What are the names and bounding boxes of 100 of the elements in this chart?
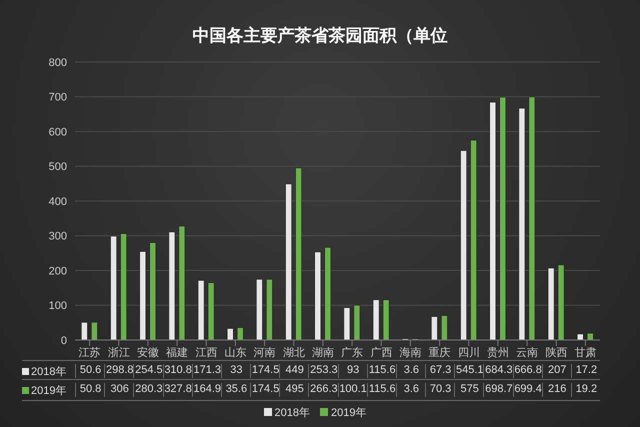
data-label: 575 <box>454 383 484 397</box>
bar <box>150 242 156 340</box>
x-tick-label: 甘肃 <box>574 346 596 359</box>
bar <box>91 322 98 340</box>
data-label: 93 <box>338 364 368 378</box>
data-label: 3.6 <box>396 383 426 397</box>
bar <box>208 282 214 340</box>
y-tick-label: 800 <box>48 56 67 69</box>
text: 2019年 <box>331 407 366 419</box>
x-tick-label: 福建 <box>166 346 188 359</box>
bar <box>198 280 204 340</box>
x-tick-label: 安徽 <box>136 346 159 359</box>
data-label: 699.4 <box>512 383 543 397</box>
bar <box>577 334 584 340</box>
data-label: 174.5 <box>250 364 280 378</box>
data-label: 666.8 <box>512 364 543 378</box>
data-label: 33 <box>220 364 251 378</box>
data-label: 164.9 <box>192 383 222 397</box>
x-tick-label: 江西 <box>195 346 218 359</box>
bar <box>140 251 146 340</box>
data-label: 19.2 <box>570 383 601 397</box>
data-label: 115.6 <box>366 364 397 378</box>
y-tick-label: 100 <box>48 300 67 312</box>
data-label: 35.6 <box>220 383 251 397</box>
y-tick-label: 600 <box>48 126 67 138</box>
y-tick-label: 400 <box>48 196 67 208</box>
bar <box>548 268 554 340</box>
legend-label: 2019年 <box>30 384 68 398</box>
bar <box>344 307 350 340</box>
data-label: 50.6 <box>75 364 106 378</box>
x-tick-label: 贵州 <box>486 346 509 359</box>
data-label: 67.3 <box>425 364 456 378</box>
data-label: 3.6 <box>396 364 426 378</box>
bar <box>372 300 380 340</box>
bar <box>256 279 263 340</box>
data-label: 449 <box>279 364 310 378</box>
x-tick-label: 云南 <box>516 346 538 359</box>
bar <box>431 316 438 340</box>
x-tick-label: 四川 <box>458 346 480 359</box>
bar <box>518 108 526 340</box>
bar <box>110 236 117 340</box>
chart-title: 中国各主要产茶省茶园面积（单位 <box>192 25 448 47</box>
bar <box>237 327 244 340</box>
bar <box>314 252 321 340</box>
bar <box>295 168 302 340</box>
bar <box>178 226 186 340</box>
x-tick-label: 海南 <box>399 346 422 359</box>
data-label: 545.1 <box>454 364 484 378</box>
x-tick-label: 湖北 <box>282 346 305 359</box>
bar <box>168 232 176 340</box>
data-label: 306 <box>104 383 134 397</box>
bar <box>558 264 564 340</box>
bar <box>227 328 234 340</box>
y-tick-label: 200 <box>48 265 67 278</box>
data-label: 698.7 <box>483 383 514 397</box>
data-label: 266.3 <box>308 383 338 397</box>
data-label: 310.8 <box>162 364 193 378</box>
bar <box>490 102 496 340</box>
x-tick-label: 河南 <box>254 346 276 359</box>
data-label: 70.3 <box>425 383 456 397</box>
data-label: 115.6 <box>366 383 397 397</box>
data-label: 17.2 <box>570 364 601 378</box>
bar <box>120 233 127 340</box>
data-label: 327.8 <box>162 383 193 397</box>
bar <box>441 315 448 340</box>
y-tick-label: 500 <box>48 161 67 174</box>
bar <box>81 322 88 340</box>
bar <box>470 140 477 340</box>
data-label: 495 <box>279 383 310 397</box>
data-label: 174.5 <box>250 383 280 397</box>
x-tick-label: 广东 <box>341 346 364 359</box>
bar <box>266 279 273 340</box>
data-label: 171.3 <box>192 364 222 378</box>
data-label: 298.8 <box>104 364 134 378</box>
y-tick-label: 300 <box>48 230 67 243</box>
bar <box>500 96 506 340</box>
x-tick-label: 广西 <box>370 346 392 359</box>
bar <box>382 300 390 340</box>
x-tick-label: 浙江 <box>108 346 130 359</box>
x-tick-label: 山东 <box>224 346 246 359</box>
text: 2018年 <box>274 407 310 419</box>
x-tick-label: 江苏 <box>78 346 101 359</box>
bar <box>528 96 536 340</box>
x-tick-label: 湖南 <box>312 346 334 359</box>
x-tick-label: 重庆 <box>428 346 451 359</box>
x-tick-label: 陕西 <box>545 346 568 359</box>
data-label: 254.5 <box>133 364 164 378</box>
data-label: 253.3 <box>308 364 338 378</box>
bar <box>324 247 331 340</box>
y-tick-label: 700 <box>48 92 67 104</box>
data-label: 280.3 <box>133 383 164 397</box>
data-label: 100.1 <box>338 383 368 397</box>
bar <box>354 304 360 340</box>
data-label: 207 <box>542 364 572 378</box>
legend-label: 2018年 <box>30 365 68 379</box>
bar <box>460 150 467 340</box>
bar <box>285 184 292 340</box>
data-label: 216 <box>542 383 572 397</box>
data-label: 684.3 <box>483 364 514 378</box>
data-label: 50.8 <box>75 383 106 397</box>
